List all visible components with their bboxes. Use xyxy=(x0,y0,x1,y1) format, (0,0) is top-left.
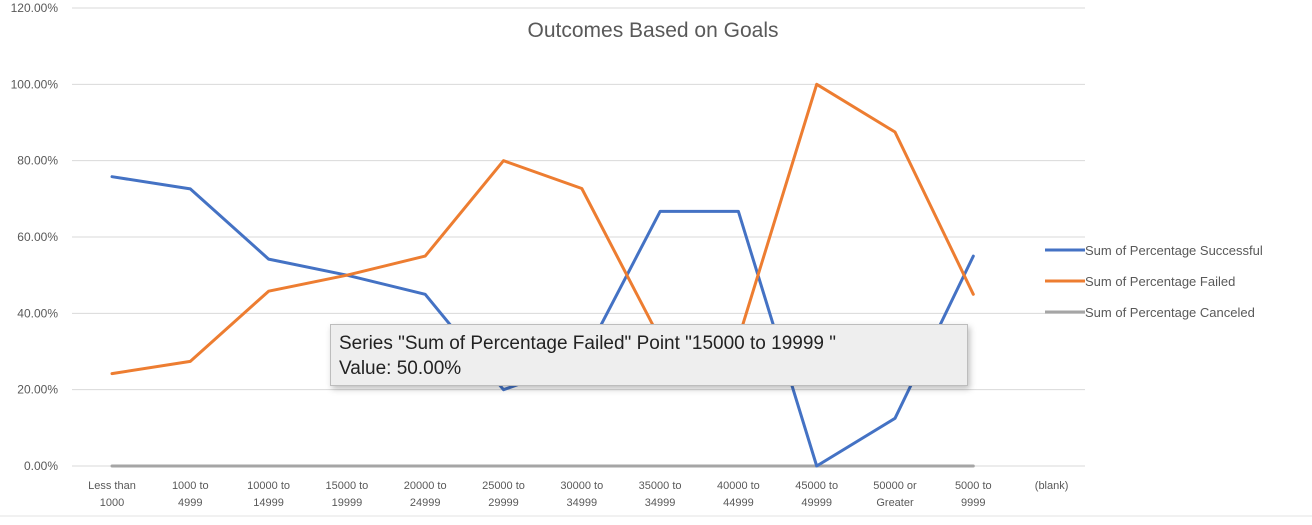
x-tick-label: Less than 1000 xyxy=(88,480,136,509)
x-tick-label: 35000 to 34999 xyxy=(639,480,682,509)
x-tick-label: 40000 to 44999 xyxy=(717,480,760,509)
x-tick-label: 1000 to 4999 xyxy=(172,480,209,509)
y-tick-label: 100.00% xyxy=(11,77,59,91)
legend: Sum of Percentage Successful Sum of Perce… xyxy=(1045,243,1263,320)
legend-label: Sum of Percentage Failed xyxy=(1085,274,1235,289)
gridlines xyxy=(72,7,1085,391)
x-tick-label: 5000 to 9999 xyxy=(955,480,992,509)
y-tick-label: 80.00% xyxy=(17,154,58,168)
x-tick-label: 15000 to 19999 xyxy=(325,480,368,509)
y-tick-label: 60.00% xyxy=(17,230,58,244)
x-tick-label: 50000 or Greater xyxy=(873,480,917,509)
y-tick-label: 40.00% xyxy=(17,306,58,320)
y-tick-label: 120.00% xyxy=(11,1,59,15)
y-tick-label: 0.00% xyxy=(24,459,58,473)
series-lines xyxy=(110,82,975,468)
legend-label: Sum of Percentage Canceled xyxy=(1085,305,1255,320)
y-tick-label: 20.00% xyxy=(17,383,58,397)
tooltip-value: Value: 50.00% xyxy=(339,358,462,379)
legend-label: Sum of Percentage Successful xyxy=(1085,243,1263,258)
x-tick-label: 30000 to 34999 xyxy=(560,480,603,509)
tooltip-series-point: Series "Sum of Percentage Failed" Point … xyxy=(339,333,837,354)
x-tick-label: 25000 to 29999 xyxy=(482,480,525,509)
data-point-tooltip: Series "Sum of Percentage Failed" Point … xyxy=(330,324,968,386)
series-line-failed[interactable] xyxy=(110,82,975,376)
series-line-successful[interactable] xyxy=(110,175,975,468)
chart-title: Outcomes Based on Goals xyxy=(528,19,779,42)
x-tick-label: 20000 to 24999 xyxy=(404,480,447,509)
x-tick-label: 45000 to 49999 xyxy=(795,480,838,509)
x-tick-label: 10000 to 14999 xyxy=(247,480,290,509)
x-tick-label: (blank) xyxy=(1035,480,1069,492)
